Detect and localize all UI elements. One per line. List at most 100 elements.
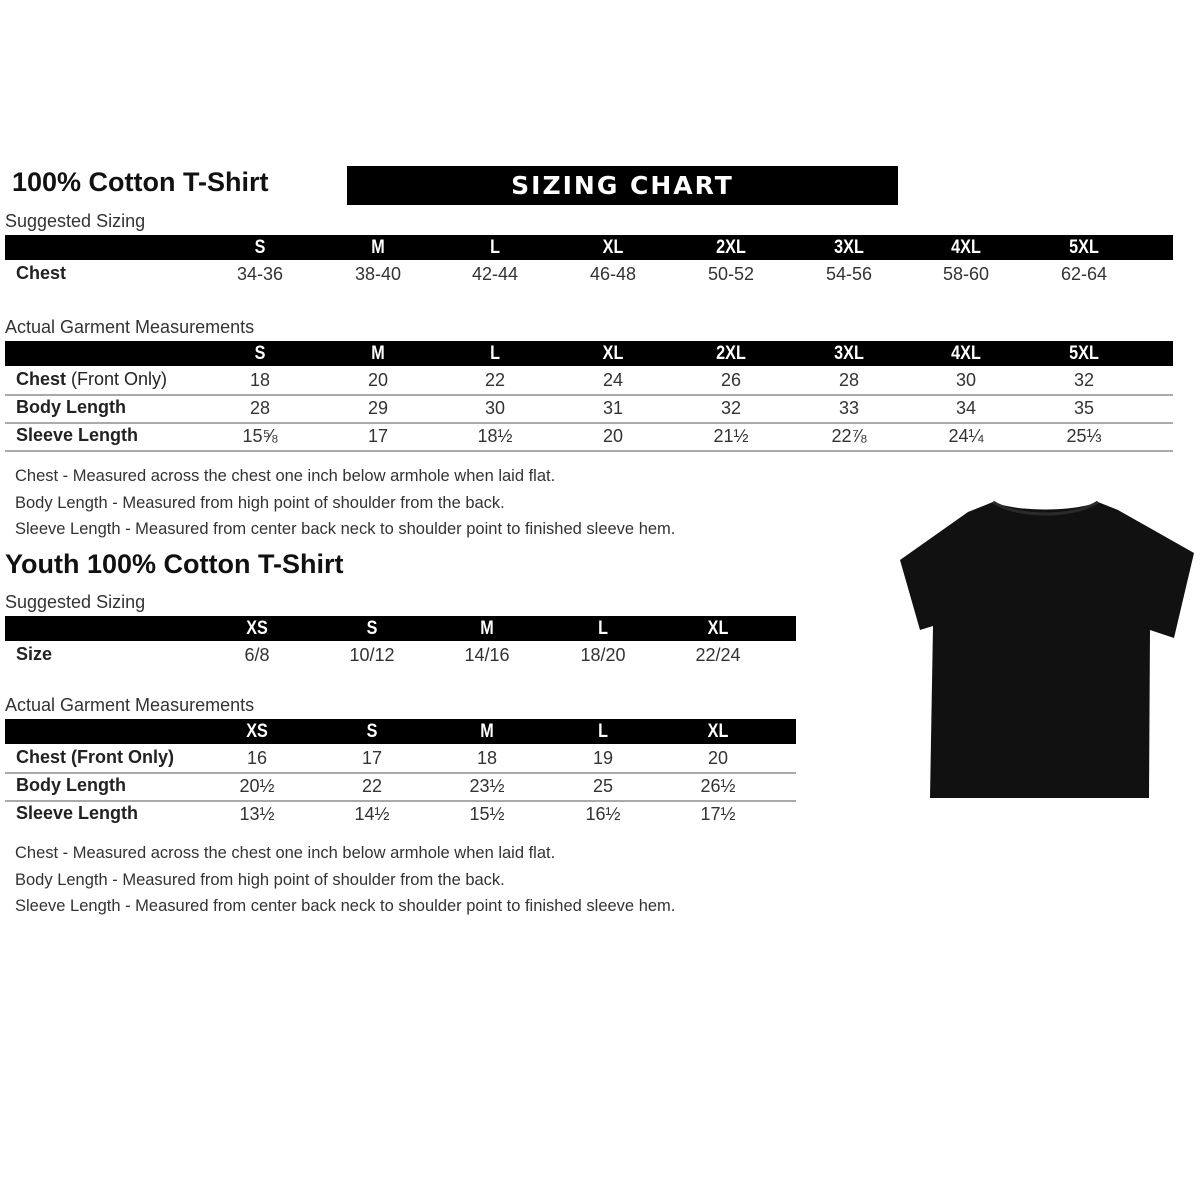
table-cell: 14/16 — [464, 645, 510, 665]
size-header: 2XL — [716, 343, 746, 364]
size-header-bar: S M L XL 2XL 3XL 4XL 5XL — [5, 235, 1173, 260]
row-label-text: Chest — [16, 263, 67, 283]
measurement-note: Sleeve Length - Measured from center bac… — [15, 520, 676, 538]
table-cell: 33 — [838, 398, 860, 418]
table-cell: 19 — [592, 748, 614, 768]
table-cell: 22/24 — [695, 645, 741, 665]
row-label-text: Size — [16, 644, 53, 664]
table-row: Chest 34-36 38-40 42-44 46-48 50-52 54-56 58-60… — [5, 260, 1173, 288]
size-header: XS — [246, 618, 268, 639]
size-header: S — [366, 618, 378, 639]
table-cell: 34-36 — [236, 264, 284, 284]
table-cell: 46-48 — [589, 264, 637, 284]
size-header: M — [371, 343, 385, 364]
table-row: Body Length 20½ 22 23½ 25 26½ — [5, 772, 796, 802]
table-cell: 34 — [955, 398, 977, 418]
size-header: 5XL — [1069, 343, 1099, 364]
row-label: Size — [16, 644, 52, 665]
table-cell: 30 — [484, 398, 506, 418]
section-label: Actual Garment Measurements — [5, 317, 255, 337]
table-cell: 21½ — [713, 426, 749, 446]
size-header-bar: S M L XL 2XL 3XL 4XL 5XL — [5, 341, 1173, 366]
table-cell: 20 — [602, 426, 624, 446]
sizing-chart-banner: SIZING CHART — [347, 166, 898, 205]
table-row: Size 6/8 10/12 14/16 18/20 22/24 — [5, 641, 796, 669]
table-cell: 15⅝ — [242, 426, 278, 446]
table-cell: 29 — [367, 398, 389, 418]
table-cell: 24 — [602, 370, 624, 390]
row-label: Sleeve Length — [16, 425, 138, 446]
measurement-note: Sleeve Length - Measured from center bac… — [15, 897, 676, 915]
table-cell: 26 — [720, 370, 742, 390]
size-header-bar: XS S M L XL — [5, 616, 796, 641]
section-label: Suggested Sizing — [5, 592, 146, 612]
table-cell: 23½ — [469, 776, 505, 796]
table-cell: 24¼ — [948, 426, 984, 446]
table-cell: 18 — [249, 370, 271, 390]
tshirt-icon — [898, 498, 1196, 800]
size-header: 2XL — [716, 237, 746, 258]
section-label: Suggested Sizing — [5, 211, 146, 231]
table-cell: 28 — [249, 398, 271, 418]
table-cell: 17 — [361, 748, 383, 768]
table-row: Chest (Front Only) 18 20 22 24 26 28 30 32 — [5, 366, 1173, 396]
size-header: 4XL — [951, 237, 981, 258]
table-cell: 18/20 — [580, 645, 626, 665]
size-header: XS — [246, 721, 268, 742]
table-cell: 20 — [367, 370, 389, 390]
table-cell: 15½ — [469, 804, 505, 824]
section-label: Actual Garment Measurements — [5, 695, 255, 715]
row-label: Chest — [16, 263, 66, 284]
table-cell: 25 — [592, 776, 614, 796]
table-cell: 32 — [1073, 370, 1095, 390]
table-row: Sleeve Length 13½ 14½ 15½ 16½ 17½ — [5, 800, 796, 828]
row-label: Body Length — [16, 775, 126, 796]
row-label-text: Body Length — [16, 397, 126, 417]
row-label: Sleeve Length — [16, 803, 138, 824]
table-cell: 35 — [1073, 398, 1095, 418]
youth-title: Youth 100% Cotton T-Shirt — [5, 549, 344, 579]
table-cell: 62-64 — [1060, 264, 1108, 284]
row-sublabel: (Front Only) — [66, 369, 168, 389]
measurement-note: Chest - Measured across the chest one in… — [15, 467, 556, 485]
table-cell: 18 — [476, 748, 498, 768]
size-header: S — [254, 237, 266, 258]
row-label-text: Sleeve Length — [16, 803, 139, 823]
size-header: M — [480, 721, 494, 742]
table-cell: 16 — [246, 748, 268, 768]
size-header: 4XL — [951, 343, 981, 364]
table-cell: 31 — [602, 398, 624, 418]
size-header: S — [366, 721, 378, 742]
table-cell: 16½ — [585, 804, 621, 824]
size-header: S — [254, 343, 266, 364]
table-cell: 13½ — [239, 804, 275, 824]
measurement-note: Body Length - Measured from high point o… — [15, 493, 505, 512]
measurement-note: Chest - Measured across the chest one in… — [15, 844, 556, 862]
size-header: 5XL — [1069, 237, 1099, 258]
table-cell: 26½ — [700, 776, 736, 796]
page-title: 100% Cotton T-Shirt — [12, 167, 269, 197]
table-cell: 25⅓ — [1066, 426, 1102, 446]
size-header: L — [490, 343, 500, 364]
row-label-text: Body Length — [16, 775, 126, 795]
size-header: XL — [707, 618, 729, 639]
table-cell: 30 — [955, 370, 977, 390]
size-header: L — [598, 721, 608, 742]
table-cell: 10/12 — [349, 645, 395, 665]
size-header: M — [371, 237, 385, 258]
row-label: Chest (Front Only) — [16, 369, 167, 390]
size-header: L — [598, 618, 608, 639]
size-header: 3XL — [834, 343, 864, 364]
table-cell: 38-40 — [354, 264, 402, 284]
size-header: XL — [707, 721, 729, 742]
table-cell: 54-56 — [825, 264, 873, 284]
size-header: XL — [602, 237, 624, 258]
table-cell: 58-60 — [942, 264, 990, 284]
size-header: 3XL — [834, 237, 864, 258]
table-row: Chest (Front Only) 16 17 18 19 20 — [5, 744, 796, 774]
table-cell: 22 — [484, 370, 506, 390]
table-cell: 14½ — [354, 804, 390, 824]
table-cell: 17 — [367, 426, 389, 446]
row-label: Chest (Front Only) — [16, 747, 174, 768]
table-cell: 22⅞ — [831, 426, 867, 446]
